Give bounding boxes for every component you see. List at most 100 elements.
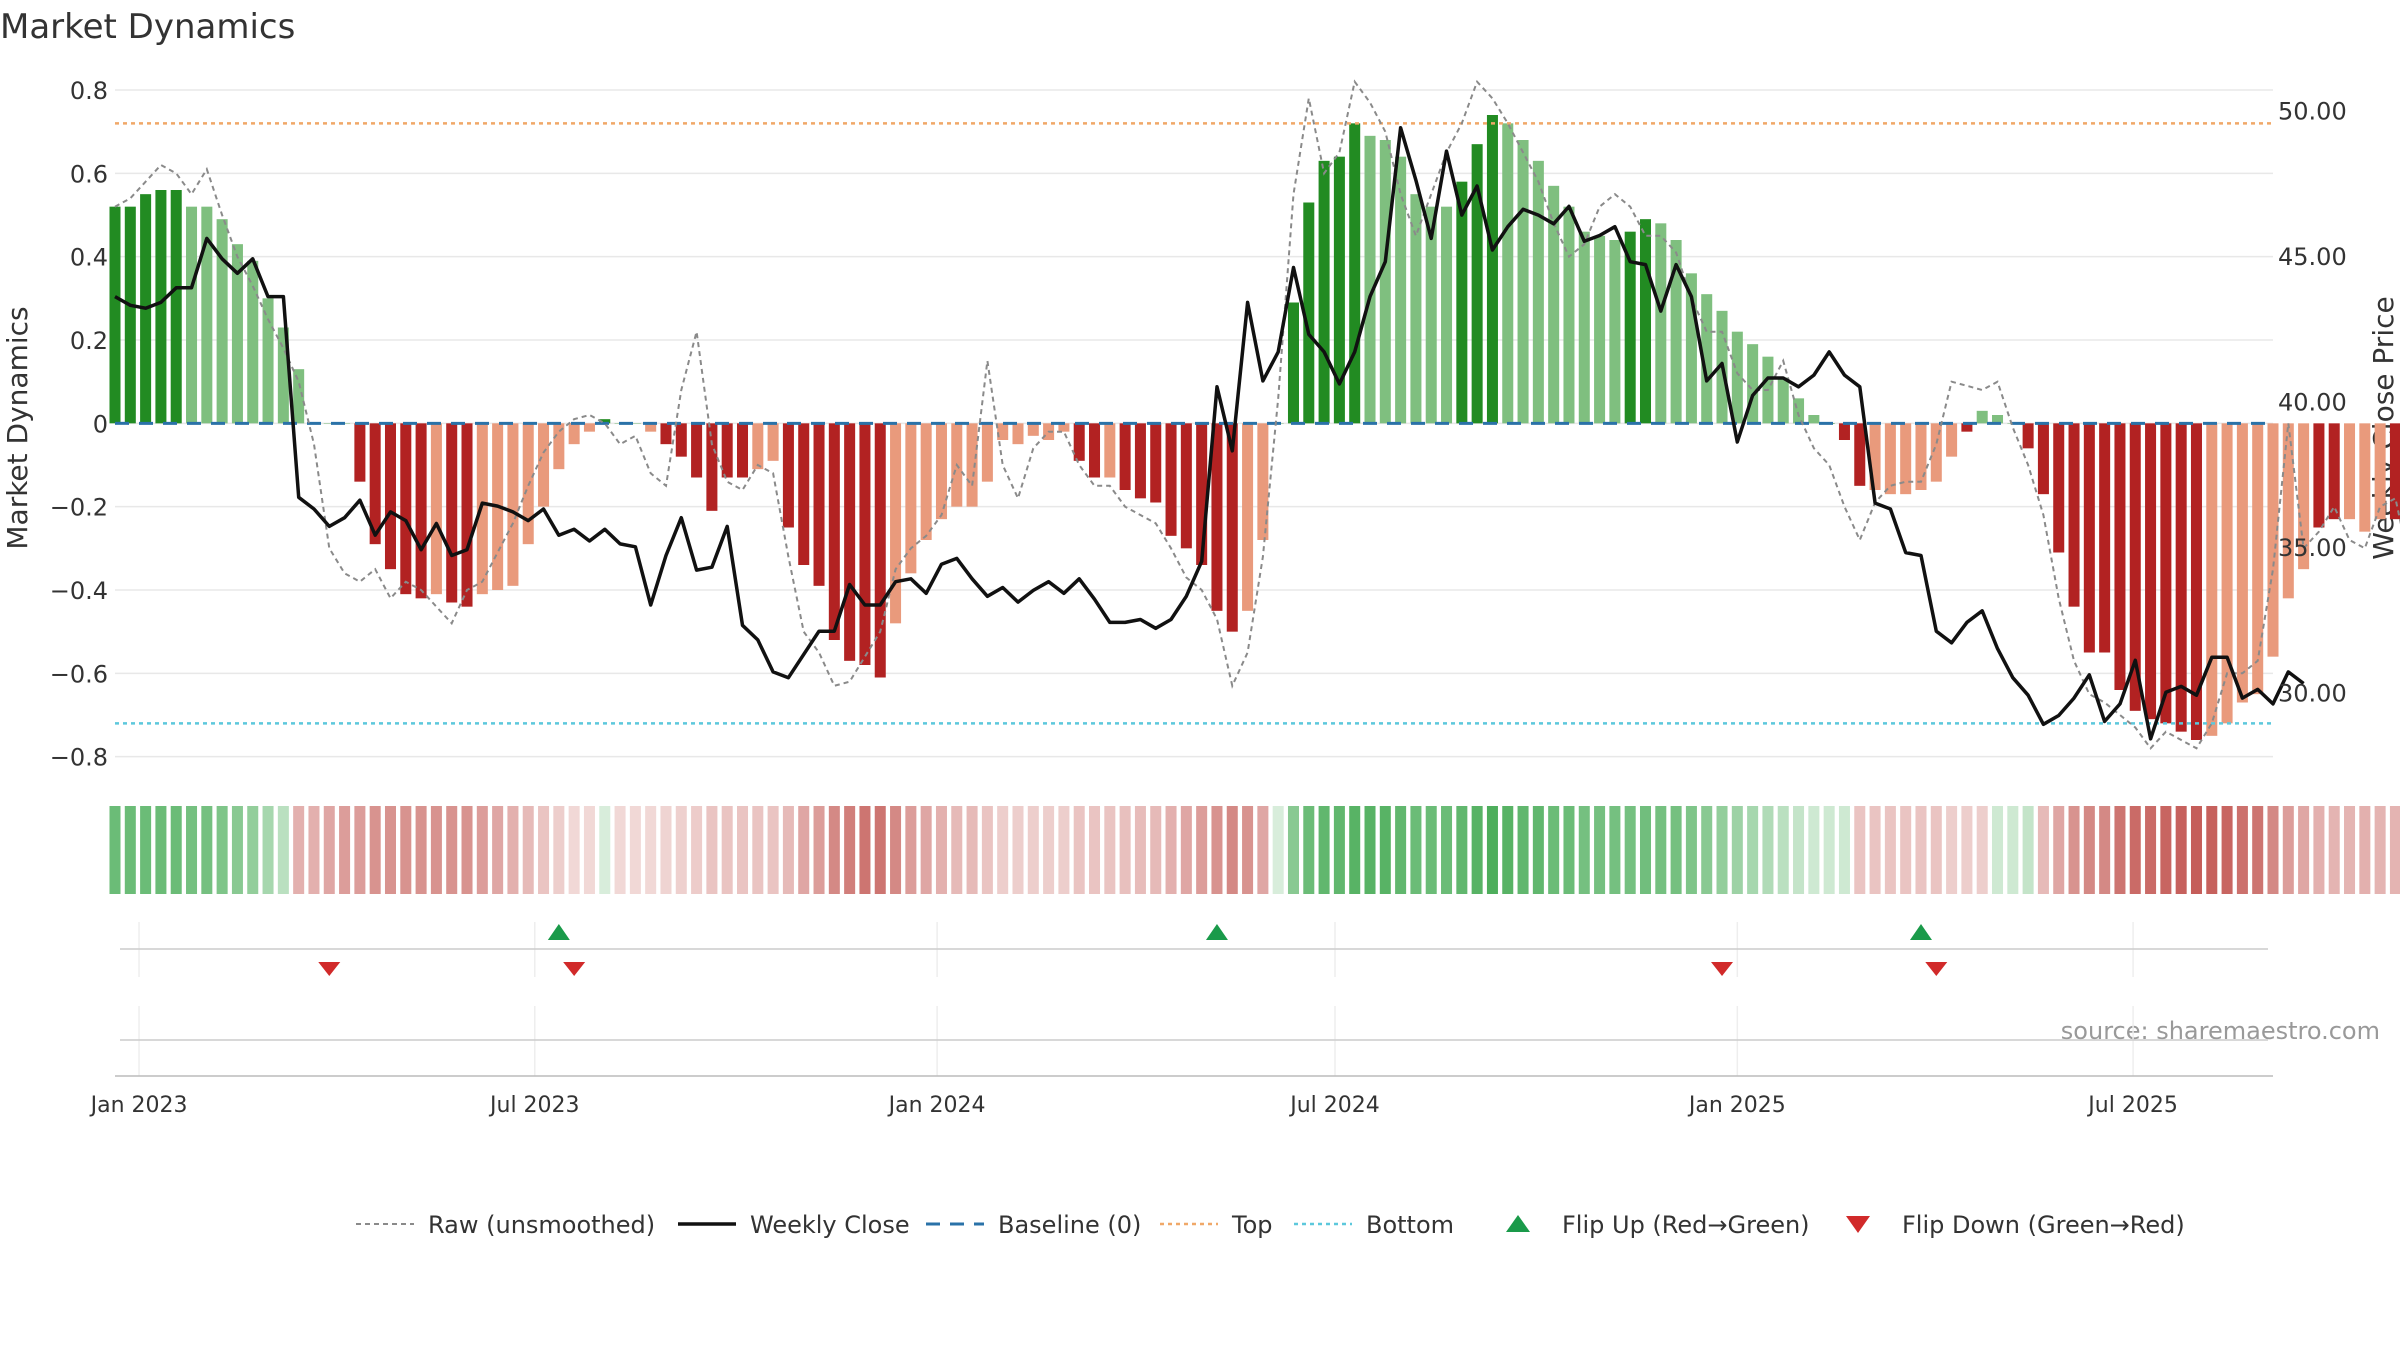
dynamics-bar <box>2190 423 2202 740</box>
dynamics-bar <box>691 423 703 478</box>
dynamics-bar <box>507 423 519 586</box>
dynamics-bar <box>1532 160 1544 424</box>
x-tick-label: Jul 2023 <box>488 1093 580 1118</box>
heat-cell <box>1058 806 1070 894</box>
heat-cell <box>1043 806 1055 894</box>
heat-cell <box>124 806 136 894</box>
legend-label: Raw (unsmoothed) <box>428 1211 655 1239</box>
dynamics-bar <box>1134 423 1146 499</box>
heat-cell <box>1303 806 1315 894</box>
flip-down-marker <box>1925 962 1948 976</box>
dynamics-bar <box>1119 423 1131 490</box>
heat-cell <box>140 806 152 894</box>
heat-cell <box>1287 806 1299 894</box>
dynamics-bar <box>109 206 121 424</box>
heat-cell <box>1563 806 1575 894</box>
heat-cell <box>1502 806 1514 894</box>
flip-down-marker <box>1711 962 1734 976</box>
heat-cell <box>1793 806 1805 894</box>
heat-cell <box>691 806 703 894</box>
dynamics-bar <box>813 423 825 586</box>
heat-cell <box>1364 806 1376 894</box>
dynamics-bar <box>1379 140 1391 424</box>
dynamics-bar <box>2374 423 2386 520</box>
heat-cell <box>1808 806 1820 894</box>
heat-cell <box>1027 806 1039 894</box>
heat-cell <box>1976 806 1988 894</box>
dynamics-bar <box>1838 423 1850 440</box>
heat-cell <box>752 806 764 894</box>
dynamics-bar <box>920 423 932 540</box>
dynamics-bar <box>476 423 488 595</box>
dynamics-bar <box>1226 423 1238 632</box>
dynamics-bar <box>155 190 167 424</box>
dynamics-bar <box>2252 423 2264 695</box>
heat-cell <box>492 806 504 894</box>
heat-cell <box>1838 806 1850 894</box>
dynamics-bar <box>1089 423 1101 478</box>
heat-cell <box>675 806 687 894</box>
legend-item-close: Weekly Close <box>678 1211 910 1239</box>
heat-cell <box>1655 806 1667 894</box>
heat-cell <box>1609 806 1621 894</box>
heat-cell <box>201 806 213 894</box>
heat-cell <box>2267 806 2279 894</box>
dynamics-bar <box>231 244 243 424</box>
heat-cell <box>538 806 550 894</box>
heat-cell <box>583 806 595 894</box>
heat-cell <box>568 806 580 894</box>
dynamics-bar <box>1027 423 1039 436</box>
dynamics-bar <box>1976 410 1988 424</box>
heat-cell <box>2206 806 2218 894</box>
heat-cell <box>384 806 396 894</box>
heat-cell <box>1915 806 1927 894</box>
dynamics-bar <box>1425 206 1437 424</box>
legend-item-flip-down: Flip Down (Green→Red) <box>1846 1211 2185 1239</box>
flip-up-marker <box>1205 924 1228 940</box>
heat-cell <box>2083 806 2095 894</box>
dynamics-bar <box>782 423 794 528</box>
y2-tick-label: 35.00 <box>2278 534 2347 562</box>
heat-cell <box>1639 806 1652 894</box>
heat-cell <box>2359 806 2371 894</box>
legend-label: Flip Up (Red→Green) <box>1562 1211 1810 1239</box>
heat-cell <box>1517 806 1529 894</box>
heat-cell <box>400 806 412 894</box>
heat-cell <box>1900 806 1912 894</box>
dynamics-bar <box>1456 181 1468 424</box>
dynamics-bar <box>1548 185 1560 424</box>
dynamics-bar <box>2175 423 2187 732</box>
heat-cell <box>1272 806 1284 894</box>
dynamics-bar <box>935 423 947 520</box>
heat-cell <box>1119 806 1131 894</box>
heat-cell <box>262 806 274 894</box>
dynamics-bar <box>2359 423 2371 532</box>
heat-cell <box>1854 806 1866 894</box>
dynamics-bar <box>2267 423 2279 657</box>
heat-cell <box>2037 806 2049 894</box>
dynamics-bar <box>2206 423 2218 736</box>
heat-cell <box>859 806 871 894</box>
dynamics-bar <box>828 423 840 640</box>
dynamics-bar <box>1303 202 1315 424</box>
heat-cell <box>813 806 825 894</box>
dynamics-bar <box>2298 423 2310 570</box>
legend-label: Bottom <box>1366 1211 1454 1239</box>
heat-cell <box>1777 806 1789 894</box>
dynamics-bar <box>752 423 764 470</box>
dynamics-bar <box>706 423 718 511</box>
y-tick-label: 0.2 <box>70 327 108 355</box>
heat-cell <box>981 806 993 894</box>
flip-down-marker <box>563 962 586 976</box>
dynamics-bar <box>1624 231 1636 424</box>
dynamics-bar <box>1946 423 1958 457</box>
heat-cell <box>461 806 473 894</box>
heat-cell <box>1486 806 1498 894</box>
heat-cell <box>1073 806 1085 894</box>
dynamics-bar <box>2282 423 2294 599</box>
y2-tick-label: 45.00 <box>2278 243 2347 271</box>
legend-swatch-flip-down <box>1846 1216 1870 1233</box>
dynamics-bar <box>2068 423 2080 607</box>
heat-cell <box>216 806 228 894</box>
heat-cell <box>1395 806 1407 894</box>
